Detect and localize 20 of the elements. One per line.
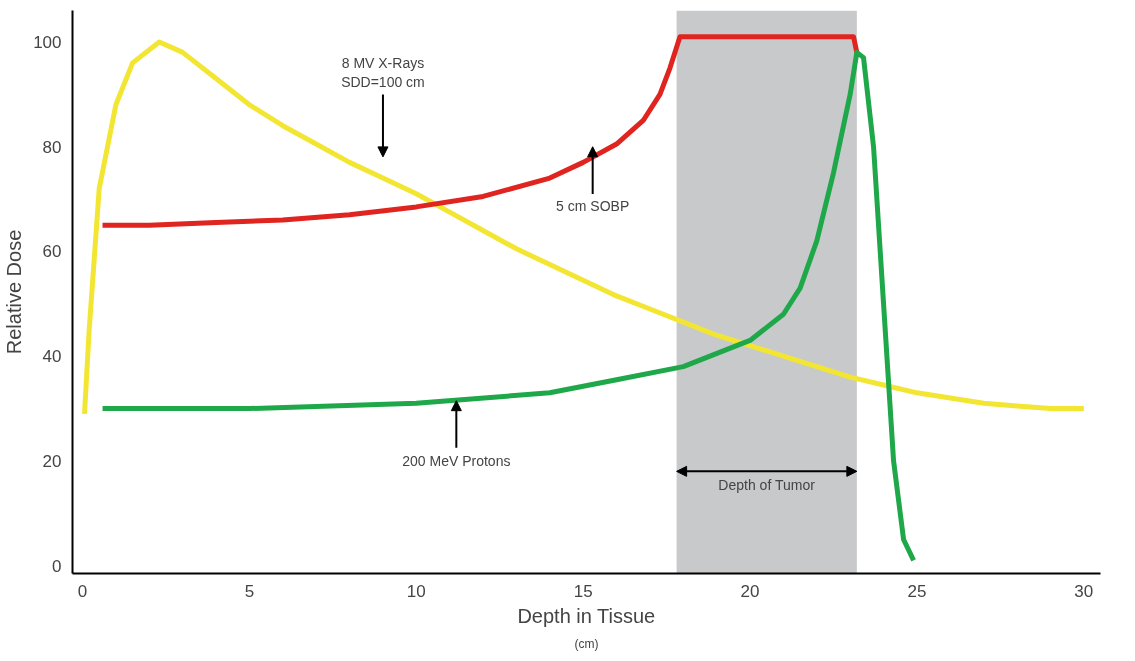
- y-tick-label: 40: [42, 347, 62, 367]
- x-tick-label: 5: [244, 581, 255, 601]
- annotation: 5 cm SOBP: [556, 198, 630, 215]
- y-tick-label: 0: [52, 556, 62, 576]
- x-axis-title: Depth in Tissue: [517, 604, 656, 627]
- x-tick-label: 15: [573, 581, 593, 601]
- annotation: 8 MV X-Rays SDD=100 cm: [341, 55, 425, 91]
- x-tick-label: 25: [907, 581, 927, 601]
- x-tick-label: 0: [77, 581, 88, 601]
- band-label: Depth of Tumor: [718, 477, 816, 494]
- y-tick-label: 60: [42, 242, 62, 262]
- x-tick-label: 20: [740, 581, 760, 601]
- y-tick-label: 100: [33, 32, 62, 52]
- text: (cm): [574, 636, 599, 651]
- x-tick-label: 10: [406, 581, 426, 601]
- y-tick-label: 20: [42, 451, 62, 471]
- annotation: 200 MeV Protons: [402, 453, 511, 470]
- y-tick-label: 80: [42, 137, 62, 157]
- y-axis-title: Relative Dose: [3, 229, 26, 355]
- x-tick-label: 30: [1074, 581, 1094, 601]
